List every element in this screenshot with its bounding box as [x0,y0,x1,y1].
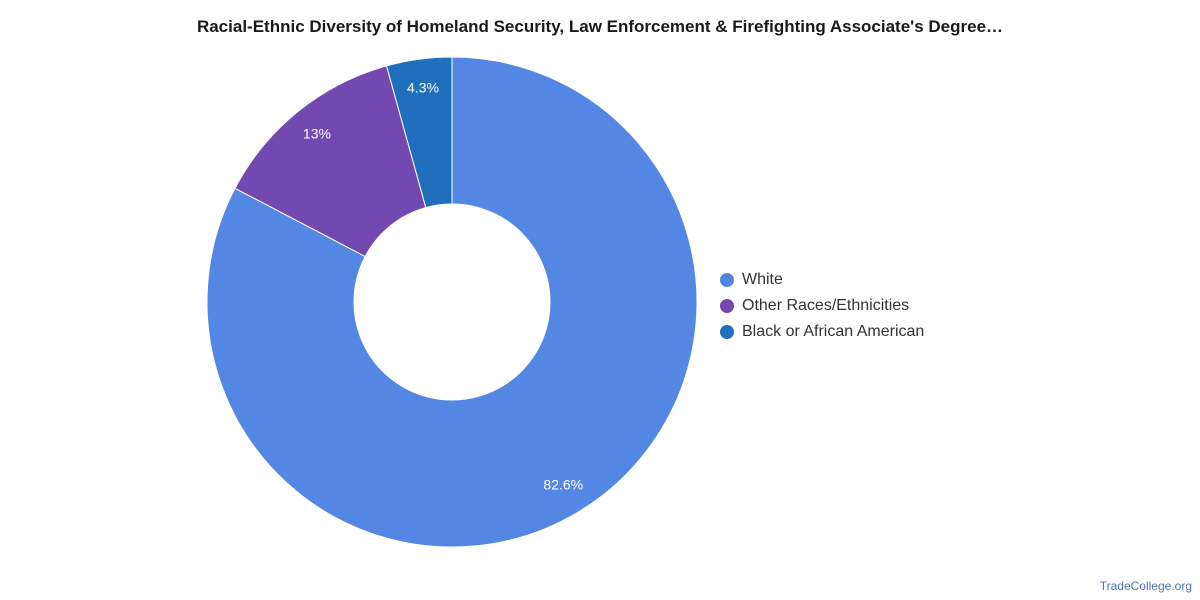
legend-swatch-white [720,273,734,287]
legend-item-other-races[interactable]: Other Races/Ethnicities [720,293,924,319]
slice-white[interactable] [206,56,698,548]
slice-other-races[interactable] [234,65,427,258]
slice-label-white: 82.6% [543,477,583,493]
legend-label-white: White [742,271,783,288]
legend-swatch-other-races [720,299,734,313]
source-credit[interactable]: TradeCollege.org [1099,579,1192,593]
slice-label-other-races: 13% [303,125,331,141]
legend-item-white[interactable]: White [720,267,924,293]
legend-label-other-races: Other Races/Ethnicities [742,297,910,314]
chart-legend: White Other Races/Ethnicities Black or A… [720,267,924,345]
chart-title: Racial-Ethnic Diversity of Homeland Secu… [196,17,1004,36]
legend-item-black-african-american[interactable]: Black or African American [720,319,924,345]
slice-label-black-african-american: 4.3% [407,80,439,96]
slice-black-african-american[interactable] [385,56,453,209]
legend-label-black-african-american: Black or African American [742,323,925,340]
legend-swatch-black-african-american [720,325,734,339]
